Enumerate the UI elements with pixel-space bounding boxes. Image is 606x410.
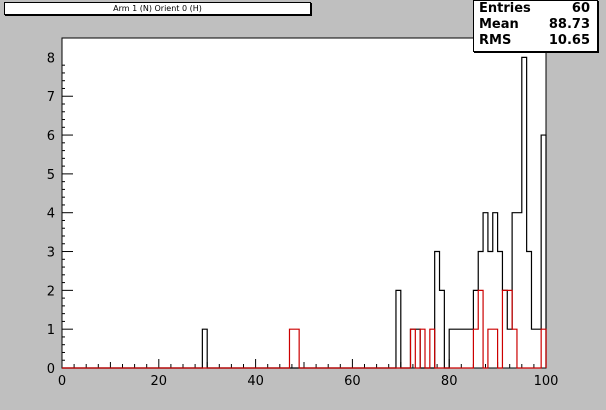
stats-rms-label: RMS xyxy=(479,33,512,48)
histogram-series-2 xyxy=(62,289,547,369)
histogram-title: Arm 1 (N) Orient 0 (H) xyxy=(4,2,311,15)
stats-rms-value: 10.65 xyxy=(548,33,590,48)
stats-entries-label: Entries xyxy=(479,1,531,16)
x-tick-label: 20 xyxy=(151,374,168,389)
stats-mean-row: Mean 88.73 xyxy=(474,17,597,33)
x-tick-label: 100 xyxy=(534,374,559,389)
y-tick-label: 7 xyxy=(47,90,55,105)
y-tick-label: 0 xyxy=(47,362,55,377)
axes: 0 20 40 60 80 100 0 1 2 3 4 5 6 7 8 xyxy=(47,51,559,389)
x-tick-label: 60 xyxy=(344,374,361,389)
stats-mean-value: 88.73 xyxy=(548,17,590,32)
y-tick-label: 6 xyxy=(47,129,55,144)
plot-frame xyxy=(61,37,547,369)
stats-mean-label: Mean xyxy=(479,17,519,32)
y-tick-label: 4 xyxy=(47,207,55,222)
stats-box: Entries 60 Mean 88.73 RMS 10.65 xyxy=(473,0,598,52)
y-tick-label: 8 xyxy=(47,51,55,66)
x-tick-label: 80 xyxy=(441,374,458,389)
y-tick-label: 3 xyxy=(47,246,55,261)
x-tick-label: 0 xyxy=(58,374,66,389)
stats-rms-row: RMS 10.65 xyxy=(474,33,597,49)
y-tick-label: 1 xyxy=(47,323,55,338)
x-tick-label: 40 xyxy=(247,374,264,389)
stats-entries-row: Entries 60 xyxy=(474,1,597,17)
stats-entries-value: 60 xyxy=(571,1,590,16)
series-layer xyxy=(62,56,547,369)
y-tick-label: 5 xyxy=(47,168,55,183)
y-tick-label: 2 xyxy=(47,284,55,299)
